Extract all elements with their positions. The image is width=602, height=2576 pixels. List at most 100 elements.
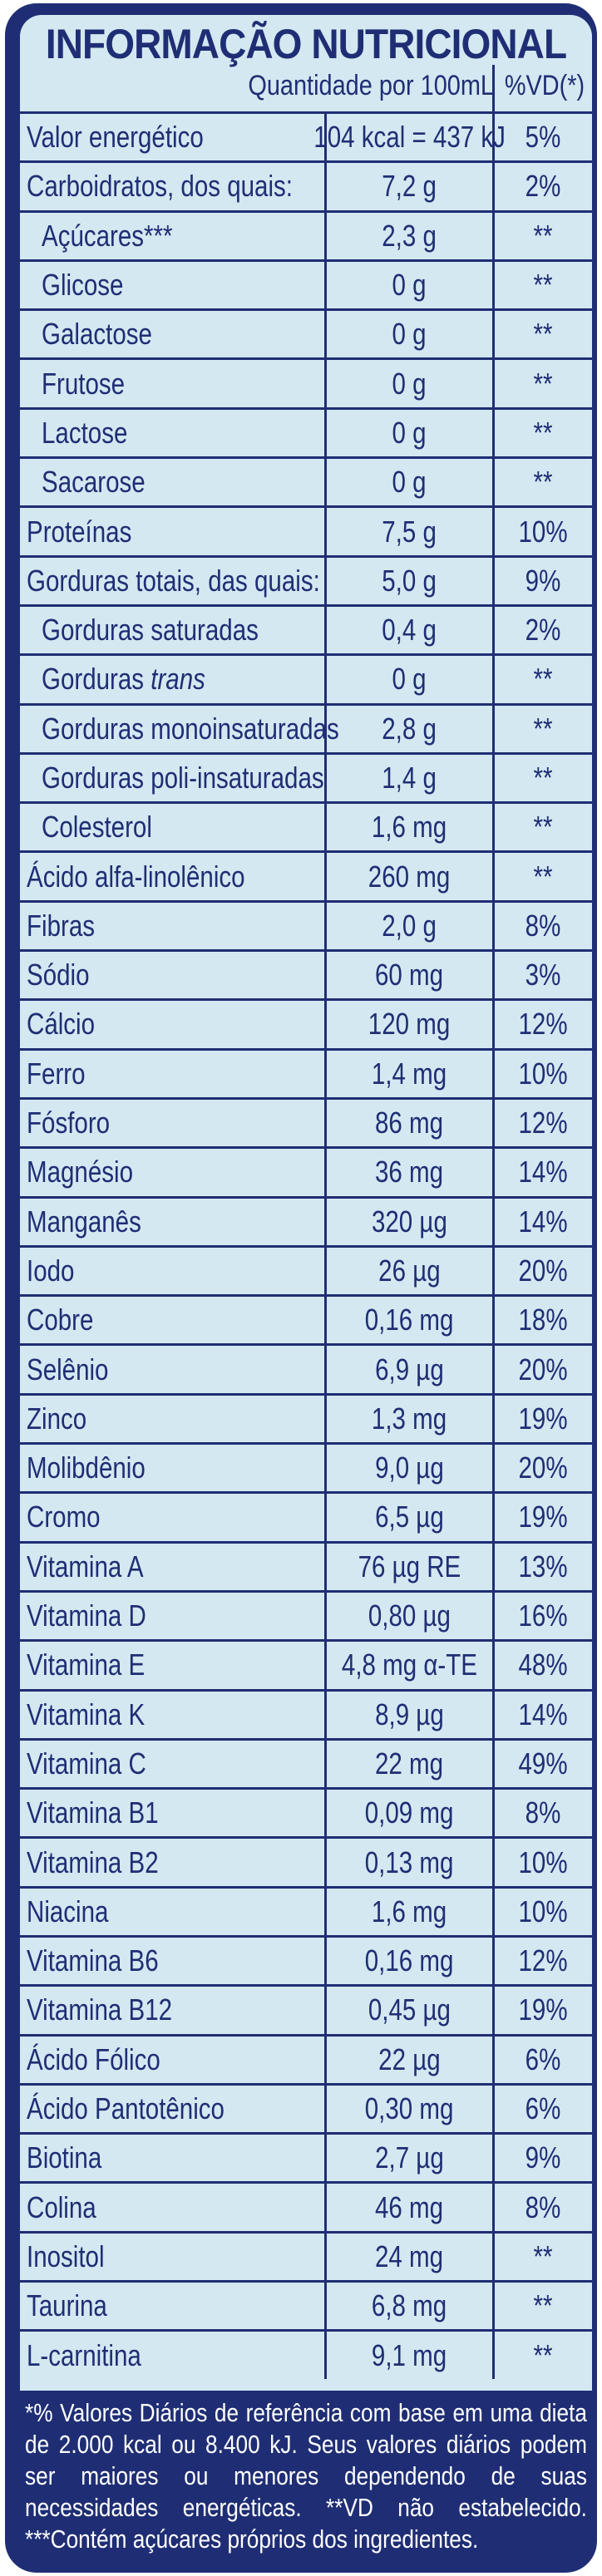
table-row: Manganês 320 µg 14%: [20, 1195, 592, 1245]
nutrient-vd-text: 10%: [518, 1056, 569, 1091]
table-row: Sódio 60 mg 3%: [20, 949, 592, 999]
table-row: Inositol 24 mg **: [20, 2230, 592, 2281]
nutrient-vd: 19%: [492, 1987, 592, 2034]
nutrient-name: Ácido alfa-linolênico: [20, 853, 319, 899]
nutrient-name: Vitamina B1: [20, 1790, 319, 1836]
table-row: Fibras 2,0 g 8%: [20, 899, 592, 950]
nutrient-name: Biotina: [20, 2135, 319, 2181]
nutrient-name: Sacarose: [20, 459, 319, 505]
nutrient-vd-text: 48%: [518, 1648, 569, 1682]
nutrient-vd-text: 8%: [526, 908, 561, 943]
table-row: Magnésio 36 mg 14%: [20, 1146, 592, 1196]
nutrient-quantity: 26 µg: [324, 1247, 492, 1295]
table-row: Glicose 0 g **: [20, 259, 592, 309]
nutrient-name: Fibras: [20, 903, 319, 949]
nutrient-vd: 2%: [492, 606, 592, 654]
table-row: Vitamina K 8,9 µg 14%: [20, 1688, 592, 1738]
nutrient-quantity: 4,8 mg α-TE: [324, 1642, 492, 1689]
nutrient-vd-text: 12%: [518, 1007, 569, 1042]
nutrient-name: Sódio: [20, 952, 319, 998]
nutrient-quantity: 46 mg: [324, 2184, 492, 2231]
nutrient-name-text: Ácido Fólico: [27, 2042, 160, 2076]
nutrition-table-panel: INFORMAÇÃO NUTRICIONAL Quantidade por 10…: [20, 15, 592, 2391]
table-row: Carboidratos, dos quais: 7,2 g 2%: [20, 160, 592, 210]
nutrient-quantity-text: 9,0 µg: [375, 1451, 444, 1485]
nutrient-vd: 20%: [492, 1247, 592, 1295]
nutrient-vd: **: [492, 705, 592, 752]
nutrient-name: Açúcares***: [20, 213, 319, 259]
nutrient-vd-text: 10%: [518, 1894, 569, 1928]
nutrient-quantity: 8,9 µg: [324, 1691, 492, 1738]
nutrient-vd: 18%: [492, 1297, 592, 1344]
nutrient-quantity-text: 60 mg: [375, 958, 444, 992]
nutrient-name: Vitamina B12: [20, 1987, 319, 2033]
nutrient-name-text: Biotina: [27, 2140, 102, 2175]
nutrient-vd: 9%: [492, 2135, 592, 2182]
nutrient-quantity-text: 24 mg: [375, 2239, 444, 2273]
nutrient-quantity: 2,7 µg: [324, 2135, 492, 2182]
nutrient-quantity-text: 2,3 g: [382, 218, 437, 253]
nutrient-name-text: Vitamina K: [27, 1697, 146, 1731]
nutrient-quantity: 0 g: [324, 656, 492, 703]
nutrient-name-text: Vitamina E: [27, 1648, 146, 1682]
nutrient-name-text: Vitamina B1: [27, 1795, 159, 1830]
nutrient-vd-text: 19%: [518, 1500, 569, 1534]
nutrient-name-text: Magnésio: [27, 1155, 133, 1189]
nutrient-vd-text: 6%: [526, 2042, 561, 2076]
nutrient-quantity: 0,16 mg: [324, 1937, 492, 1985]
nutrient-vd: **: [492, 754, 592, 802]
table-row: Cálcio 120 mg 12%: [20, 998, 592, 1048]
nutrient-vd-text: **: [534, 218, 553, 253]
table-row: Valor energético 104 kcal = 437 kJ 5%: [20, 111, 592, 161]
table-row: Frutose 0 g **: [20, 357, 592, 407]
table-row: Ácido Fólico 22 µg 6%: [20, 2033, 592, 2083]
nutrient-name: Molibdênio: [20, 1445, 319, 1491]
nutrient-vd: 20%: [492, 1445, 592, 1492]
table-row: Colina 46 mg 8%: [20, 2181, 592, 2231]
nutrient-name: Cobre: [20, 1297, 319, 1343]
nutrient-quantity-text: 9,1 mg: [372, 2337, 447, 2372]
table-row: Cobre 0,16 mg 18%: [20, 1294, 592, 1344]
nutrient-vd-text: **: [534, 810, 553, 845]
nutrient-vd: **: [492, 261, 592, 309]
nutrient-vd: 3%: [492, 952, 592, 999]
nutrient-name-text: Selênio: [27, 1352, 109, 1387]
table-row: Vitamina D 0,80 µg 16%: [20, 1589, 592, 1640]
nutrient-quantity-text: 22 µg: [378, 2042, 441, 2076]
nutrient-quantity: 1,6 mg: [324, 1888, 492, 1935]
nutrient-vd-text: 14%: [518, 1155, 569, 1189]
nutrient-quantity: 1,3 mg: [324, 1395, 492, 1443]
table-row: Vitamina A 76 µg RE 13%: [20, 1540, 592, 1590]
nutrient-vd: **: [492, 459, 592, 506]
nutrient-quantity: 0 g: [324, 261, 492, 309]
nutrient-vd-text: 14%: [518, 1697, 569, 1731]
nutrient-vd-text: 20%: [518, 1352, 569, 1387]
nutrient-name-text: Taurina: [27, 2288, 107, 2323]
nutrient-quantity-text: 0,45 µg: [368, 1992, 452, 2027]
nutrient-name-text: Carboidratos, dos quais:: [27, 169, 293, 204]
nutrient-vd: 8%: [492, 2184, 592, 2231]
nutrient-vd-text: **: [534, 415, 553, 450]
nutrient-name: Gorduras trans: [20, 656, 319, 702]
nutrient-name-text: Fósforo: [27, 1106, 111, 1140]
table-row: Taurina 6,8 mg **: [20, 2280, 592, 2330]
nutrient-name-text: Iodo: [27, 1253, 75, 1288]
nutrient-quantity-text: 46 mg: [375, 2189, 444, 2224]
nutrient-name-text: Cálcio: [27, 1007, 96, 1042]
table-row: Colesterol 1,6 mg **: [20, 801, 592, 851]
nutrient-quantity: 9,0 µg: [324, 1445, 492, 1492]
nutrient-vd: 8%: [492, 902, 592, 950]
nutrient-quantity: 1,6 mg: [324, 804, 492, 851]
table-row: Selênio 6,9 µg 20%: [20, 1343, 592, 1393]
nutrient-vd: 10%: [492, 1888, 592, 1935]
nutrient-quantity-text: 1,6 mg: [372, 1894, 447, 1928]
nutrient-quantity: 0 g: [324, 459, 492, 506]
nutrient-name: Glicose: [20, 262, 319, 308]
nutrient-vd-text: **: [534, 2337, 553, 2372]
nutrient-quantity: 104 kcal = 437 kJ: [313, 114, 506, 161]
table-row: Niacina 1,6 mg 10%: [20, 1885, 592, 1935]
table-row: Gorduras poli-insaturadas 1,4 g **: [20, 751, 592, 802]
nutrient-name: Galactose: [20, 311, 319, 357]
nutrient-quantity: 0,45 µg: [324, 1987, 492, 2034]
nutrient-quantity-text: 0,80 µg: [368, 1598, 452, 1633]
